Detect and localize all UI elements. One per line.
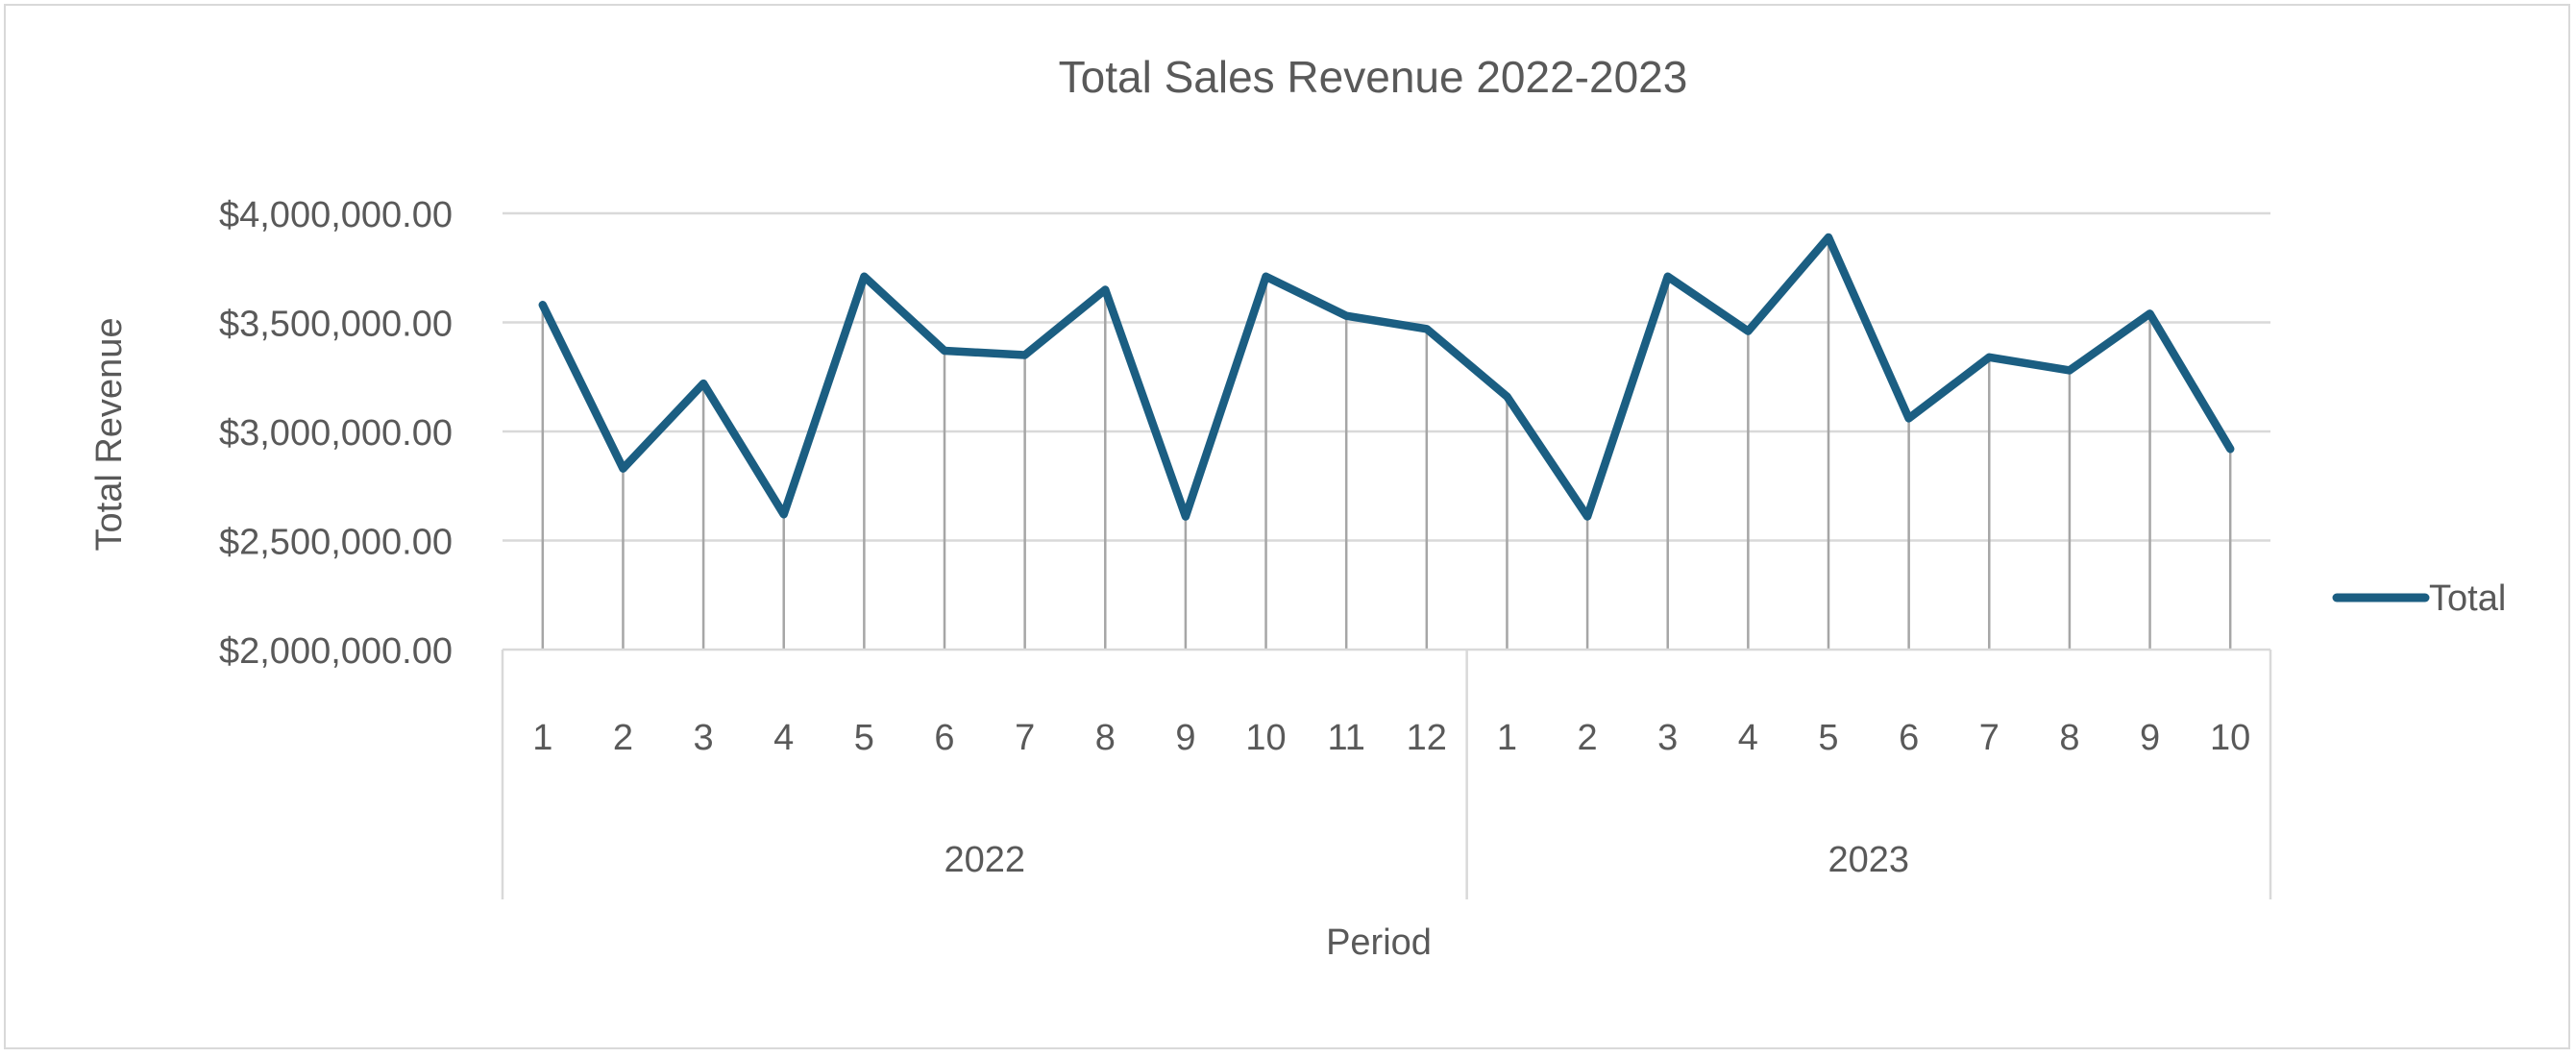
chart-frame: Total Sales Revenue 2022-2023 Total Reve…	[4, 4, 2570, 1049]
x-tick-label: 6	[934, 718, 954, 758]
x-tick-label: 4	[1738, 718, 1758, 758]
data-point	[944, 350, 945, 353]
data-point	[1104, 288, 1107, 291]
x-tick-label: 7	[1979, 718, 1999, 758]
x-group-label: 2022	[945, 840, 1026, 880]
data-point	[863, 275, 866, 278]
chart-title: Total Sales Revenue 2022-2023	[1059, 52, 1688, 102]
data-point	[1586, 515, 1589, 518]
y-tick-label: $3,000,000.00	[219, 413, 453, 454]
x-tick-label: 11	[1327, 718, 1364, 758]
data-point	[2148, 312, 2151, 315]
x-tick-label: 7	[1015, 718, 1035, 758]
x-tick-label: 1	[1497, 718, 1517, 758]
x-axis-group-labels: 2022 2023	[945, 840, 1910, 880]
x-tick-label: 8	[1095, 718, 1116, 758]
data-point	[2068, 369, 2071, 372]
y-axis-title: Total Revenue	[89, 318, 130, 552]
data-point	[541, 304, 544, 307]
data-point	[1666, 275, 1669, 278]
y-tick-label: $2,000,000.00	[219, 631, 453, 672]
data-point	[1264, 275, 1267, 278]
x-tick-label: 1	[532, 718, 552, 758]
x-tick-label: 12	[1407, 718, 1447, 758]
x-tick-label: 4	[773, 718, 794, 758]
line-chart: Total Sales Revenue 2022-2023 Total Reve…	[89, 52, 2506, 963]
data-point	[782, 513, 785, 516]
data-point	[1345, 314, 1348, 317]
data-point	[1023, 354, 1026, 356]
drop-lines	[541, 236, 2232, 650]
x-tick-label: 3	[1657, 718, 1678, 758]
x-tick-label: 10	[2210, 718, 2250, 758]
y-tick-label: $4,000,000.00	[219, 195, 453, 235]
x-tick-label: 9	[1175, 718, 1195, 758]
legend: Total	[2332, 578, 2506, 619]
data-point	[1184, 515, 1187, 518]
x-tick-label: 10	[1245, 718, 1286, 758]
x-tick-label: 3	[694, 718, 714, 758]
series-layer	[538, 233, 2235, 521]
data-point	[1828, 235, 1829, 238]
x-axis	[501, 648, 2272, 899]
y-tick-label: $3,500,000.00	[219, 305, 453, 345]
data-point	[1988, 356, 1991, 358]
data-point	[622, 467, 625, 470]
x-tick-label: 5	[854, 718, 874, 758]
x-group-label: 2023	[1828, 840, 1910, 880]
x-axis-title: Period	[1326, 922, 1432, 963]
y-tick-label: $2,500,000.00	[219, 523, 453, 563]
x-tick-label: 9	[2140, 718, 2160, 758]
data-point	[1907, 417, 1910, 420]
series-line-total	[538, 233, 2235, 521]
data-point	[1425, 328, 1428, 331]
x-tick-label: 6	[1899, 718, 1919, 758]
x-tick-label: 5	[1818, 718, 1838, 758]
x-tick-label: 8	[2059, 718, 2079, 758]
data-point	[1747, 330, 1750, 332]
x-tick-label: 2	[613, 718, 633, 758]
legend-label: Total	[2429, 578, 2506, 619]
x-axis-tick-labels: 1 2 3 4 5 6 7 8 9 10 11 12 1 2 3 4 5 6 7 8 9 10	[532, 718, 2250, 758]
data-point	[702, 382, 705, 385]
y-axis-tick-labels: $2,000,000.00 $2,500,000.00 $3,000,000.00 $…	[219, 195, 453, 672]
data-point	[1506, 395, 1509, 398]
data-point	[2229, 448, 2232, 451]
x-tick-label: 2	[1578, 718, 1598, 758]
